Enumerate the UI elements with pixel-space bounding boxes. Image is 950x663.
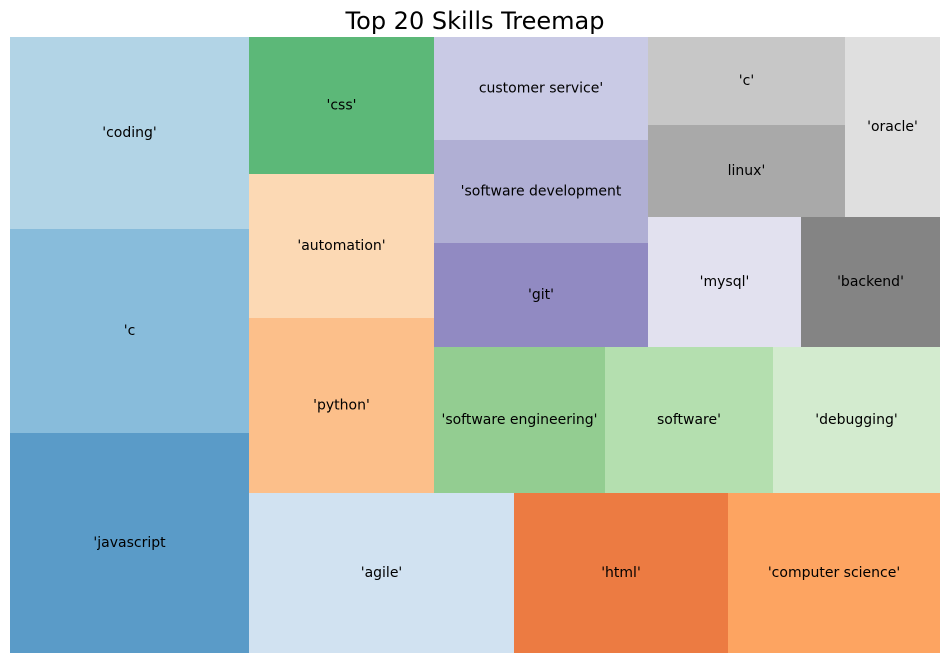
treemap-tile-label: 'git' bbox=[528, 287, 554, 303]
treemap-tile bbox=[648, 217, 801, 347]
treemap-tile bbox=[434, 243, 648, 347]
treemap-tile bbox=[728, 493, 940, 653]
treemap-tile bbox=[773, 347, 940, 493]
treemap-tile-label: 'software engineering' bbox=[441, 412, 597, 428]
chart-title: Top 20 Skills Treemap bbox=[345, 7, 605, 35]
treemap-tile-label: 'python' bbox=[313, 398, 370, 414]
treemap-tile-label: 'computer science' bbox=[768, 565, 900, 581]
treemap-tile bbox=[514, 493, 728, 653]
treemap-tile-label: 'c' bbox=[739, 73, 754, 89]
treemap-tile-label: linux' bbox=[728, 163, 766, 179]
treemap-tile-label: 'html' bbox=[601, 565, 641, 581]
treemap-tile bbox=[434, 347, 605, 493]
treemap-tile-label: 'debugging' bbox=[815, 412, 897, 428]
treemap-tile bbox=[249, 318, 434, 493]
treemap-tile bbox=[249, 37, 434, 174]
treemap-tile-label: software' bbox=[657, 412, 721, 428]
treemap-tile bbox=[249, 174, 434, 318]
treemap-tile-label: 'coding' bbox=[102, 125, 157, 141]
treemap-tile bbox=[801, 217, 940, 347]
treemap-tile bbox=[434, 140, 648, 243]
treemap-tile bbox=[845, 37, 940, 217]
treemap-tile bbox=[605, 347, 773, 493]
treemap-tile-label: 'c bbox=[124, 323, 136, 339]
treemap-tile bbox=[10, 37, 249, 229]
treemap-tile bbox=[648, 125, 845, 217]
treemap-tile-label: 'mysql' bbox=[700, 274, 750, 290]
treemap-tile-label: customer service' bbox=[479, 81, 603, 97]
treemap-tile bbox=[648, 37, 845, 125]
treemap-tile-label: 'automation' bbox=[297, 238, 385, 254]
treemap-tile-label: 'software development bbox=[461, 184, 622, 200]
treemap-tile-label: 'backend' bbox=[837, 274, 904, 290]
treemap-tile bbox=[10, 229, 249, 433]
treemap-tile-label: 'javascript bbox=[93, 535, 166, 551]
treemap-tile bbox=[249, 493, 514, 653]
treemap-tile-label: 'oracle' bbox=[867, 119, 918, 135]
treemap-tile-label: 'css' bbox=[327, 98, 357, 114]
treemap-tile bbox=[434, 37, 648, 140]
treemap-tiles: 'coding' 'c 'javascript 'css' 'automation' 'p… bbox=[10, 37, 940, 653]
treemap-tile bbox=[10, 433, 249, 653]
treemap-tile-label: 'agile' bbox=[361, 565, 403, 581]
